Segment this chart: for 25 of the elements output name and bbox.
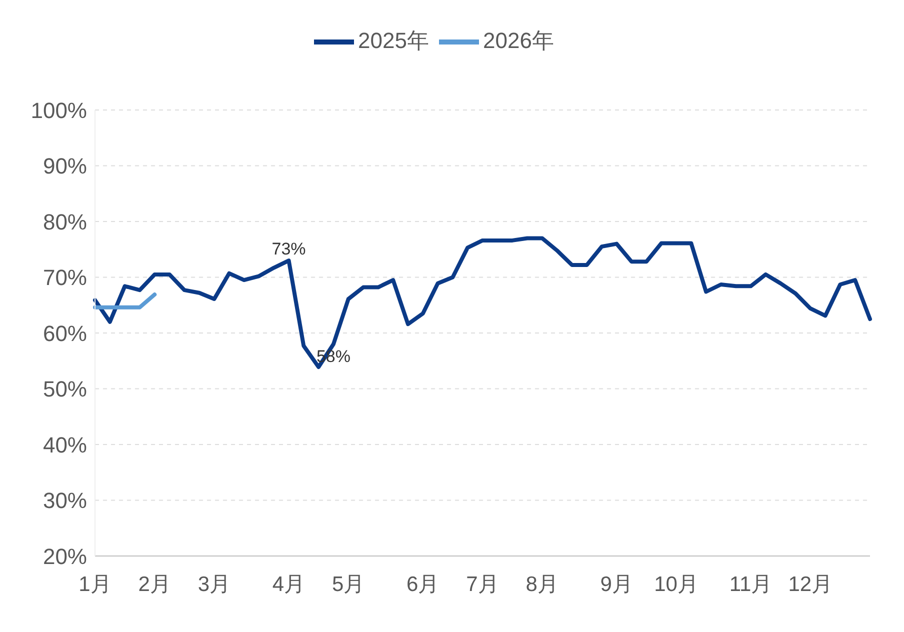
x-tick-label: 3月: [198, 572, 231, 596]
y-tick-label: 70%: [42, 265, 87, 290]
x-tick-label: 5月: [332, 572, 365, 596]
y-tick-label: 60%: [42, 320, 87, 346]
y-tick-label: 20%: [42, 544, 87, 569]
legend-label: 2026年: [483, 28, 554, 53]
y-tick-label: 40%: [42, 432, 87, 458]
x-tick-label: 11月: [729, 572, 772, 596]
y-tick-label: 30%: [42, 488, 87, 514]
y-tick-label: 100%: [30, 98, 87, 123]
annotation: 73%: [272, 240, 306, 259]
x-tick-label: 6月: [406, 572, 440, 596]
line-series: [93, 236, 872, 370]
x-tick-label: 7月: [466, 572, 499, 596]
x-tick-label: 2月: [138, 572, 171, 596]
y-tick-label: 50%: [42, 376, 87, 402]
legend-label: 2025年: [358, 28, 429, 53]
x-tick-label: 12月: [788, 572, 833, 596]
x-tick-label: 8月: [526, 572, 558, 596]
y-tick-label: 90%: [42, 154, 87, 179]
y-tick-label: 80%: [42, 209, 87, 234]
x-tick-label: 1月: [78, 572, 112, 596]
x-tick-label: 4月: [272, 572, 306, 596]
x-tick-label: 9月: [600, 572, 633, 596]
x-tick-label: 10月: [654, 572, 698, 596]
